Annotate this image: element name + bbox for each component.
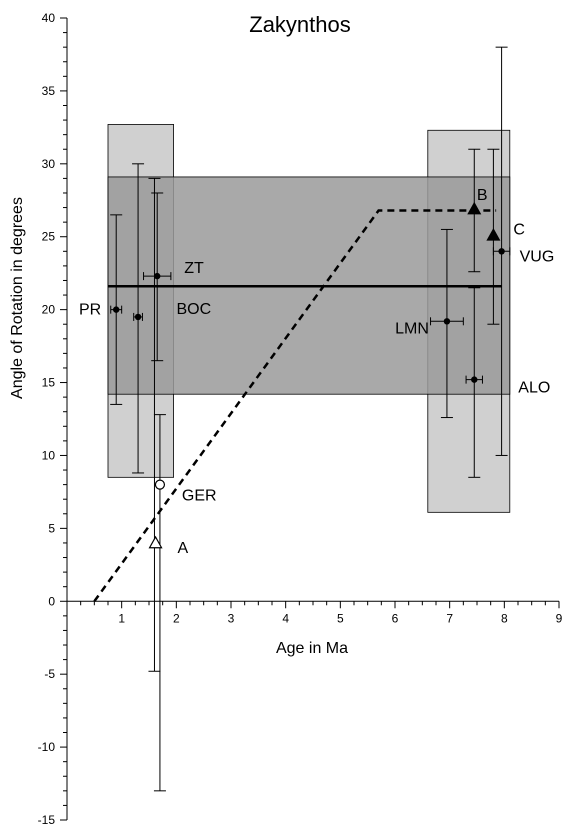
x-axis-label: Age in Ma: [276, 640, 348, 657]
pr-point: [113, 306, 120, 313]
x-tick-label: 2: [173, 611, 180, 625]
x-tick-label: 6: [392, 611, 399, 625]
model-rotation-path: [93, 209, 497, 603]
x-tick-label: 4: [282, 611, 289, 625]
lmn-point: [443, 318, 451, 325]
x-tick-label: 8: [501, 611, 508, 625]
ger-label: GER: [182, 488, 217, 505]
y-tick-label: -15: [38, 813, 56, 827]
y-tick-label: 5: [48, 521, 55, 535]
vug-label: VUG: [520, 248, 555, 265]
x-tick-label: 7: [446, 611, 453, 625]
y-tick-label: 25: [42, 230, 56, 244]
vug-point: [498, 248, 505, 255]
pr-label: PR: [79, 302, 101, 319]
y-tick-label: 0: [48, 594, 55, 608]
y-tick-label: 10: [42, 448, 56, 462]
x-tick-label: 3: [228, 611, 235, 625]
y-tick-label: -10: [38, 740, 56, 754]
a-point: [148, 535, 163, 549]
boc-label: BOC: [176, 301, 211, 318]
x-tick-label: 1: [118, 611, 125, 625]
y-tick-label: 30: [42, 157, 56, 171]
unlabeled-point: [134, 313, 142, 321]
x-tick-label: 5: [337, 611, 344, 625]
lmn-label: LMN: [395, 320, 429, 337]
alo-point: [471, 376, 478, 383]
y-axis-label: Angle of Rotation in degrees: [9, 197, 26, 399]
zt-label: ZT: [184, 260, 204, 277]
y-tick-label: 35: [42, 84, 56, 98]
ger-point: [154, 479, 166, 490]
x-tick-label: 9: [556, 611, 563, 625]
y-tick-label: 15: [42, 376, 56, 390]
c-label: C: [513, 221, 525, 238]
c-point: [486, 228, 501, 241]
alo-label: ALO: [518, 380, 550, 397]
chart-title: Zakynthos: [249, 12, 351, 37]
y-tick-label: 20: [42, 303, 56, 317]
b-point: [467, 201, 482, 215]
zt-point: [154, 272, 161, 280]
a-label: A: [178, 540, 189, 557]
y-tick-label: 40: [42, 11, 56, 25]
b-label: B: [477, 187, 488, 204]
y-tick-label: -5: [44, 667, 55, 681]
